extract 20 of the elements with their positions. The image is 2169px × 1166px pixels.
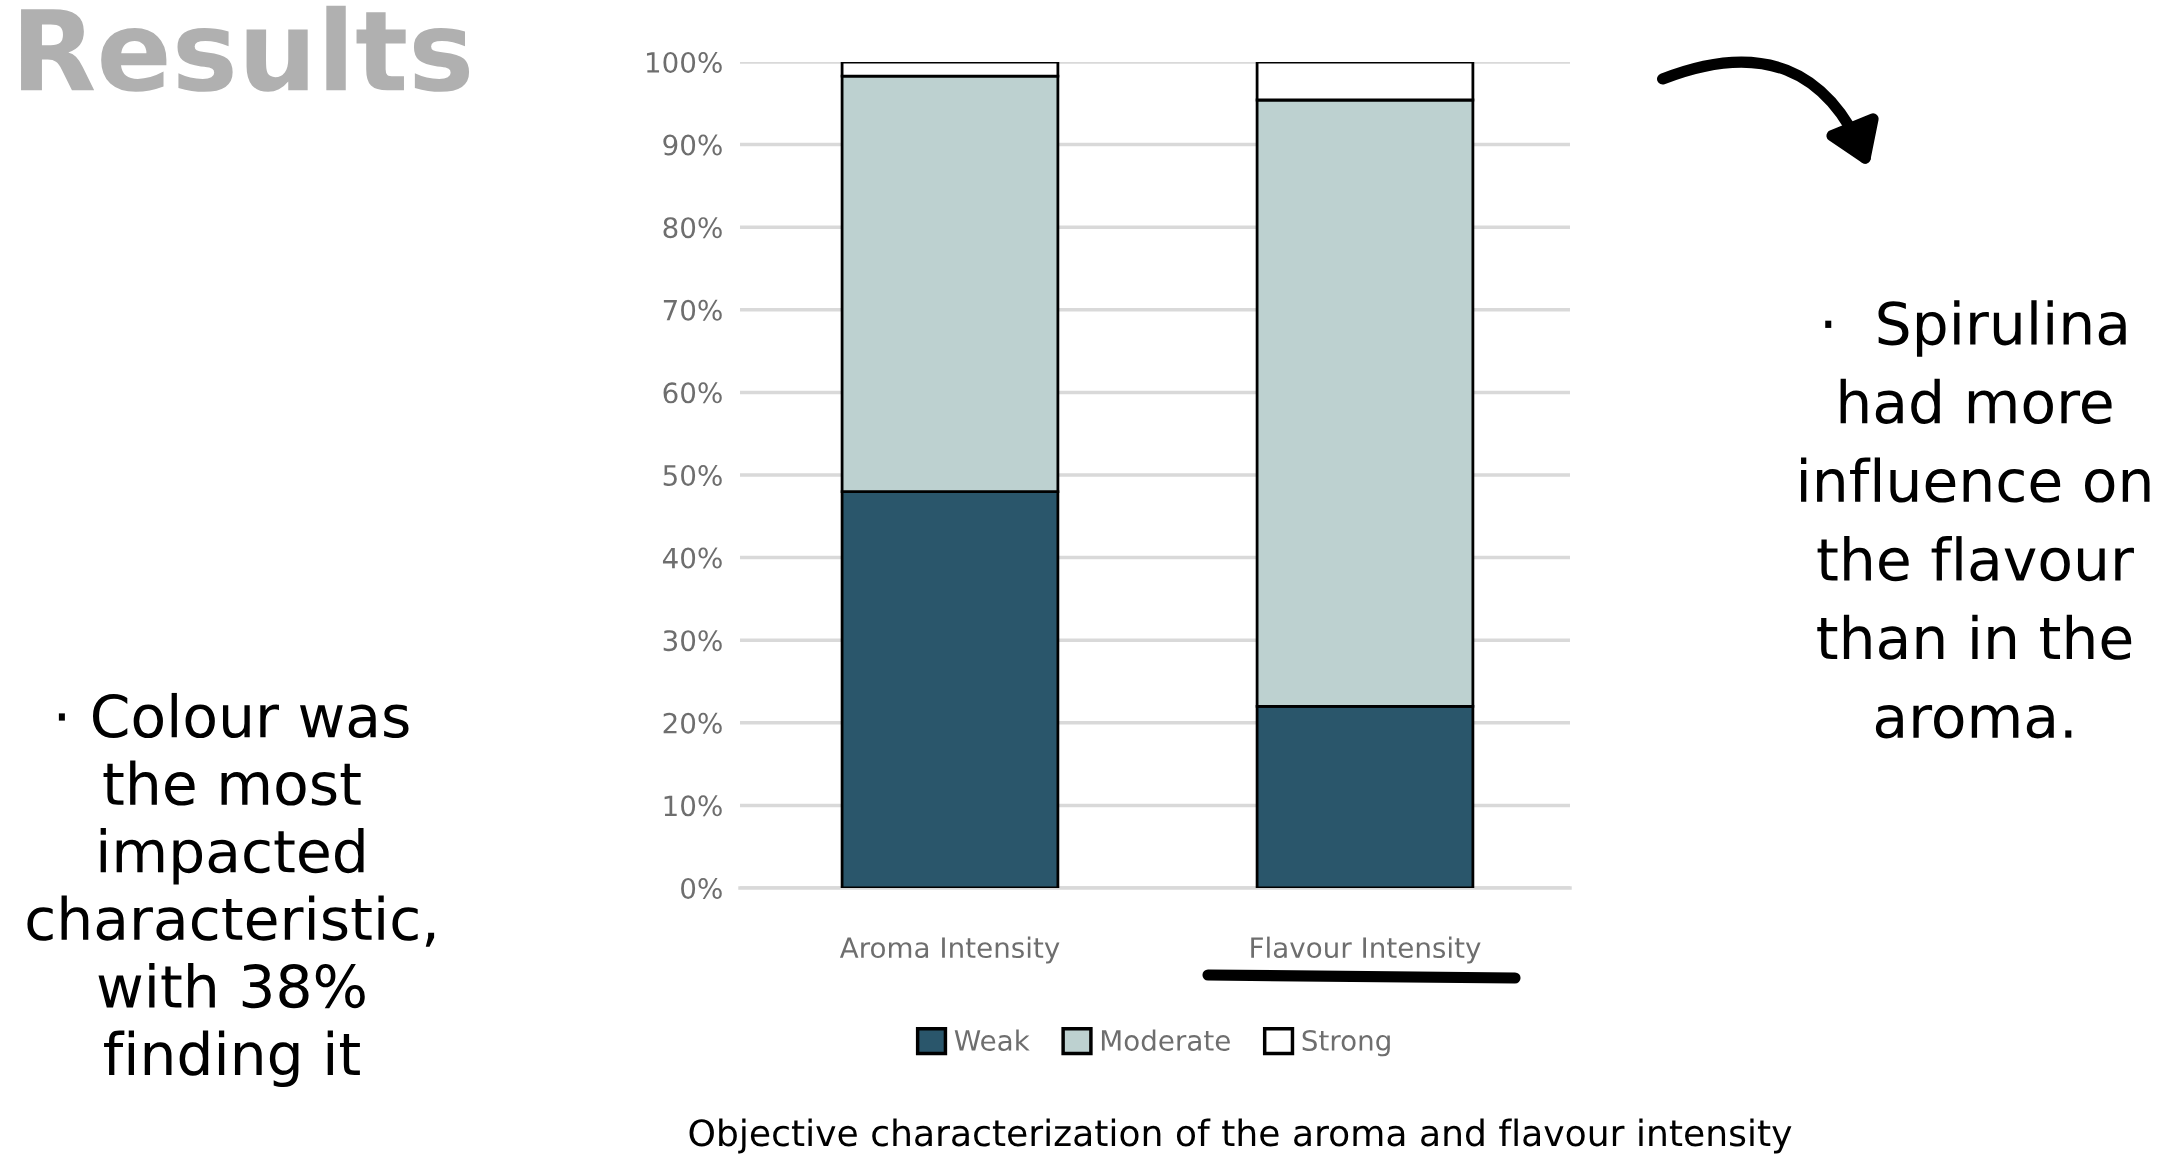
x-tick-label: Flavour Intensity <box>1251 936 1481 964</box>
y-tick-label: 70% <box>663 299 722 321</box>
y-tick-label: 40% <box>662 547 722 569</box>
y-tick-label: 90% <box>663 134 722 156</box>
y-tick-label: 100% <box>646 51 722 73</box>
y-tick-label: 50% <box>663 464 722 486</box>
y-tick-label: 20% <box>663 712 722 734</box>
chart-title: Results <box>21 5 470 92</box>
text: Objective characterization of the aroma and flavour intensity <box>689 1118 1792 1154</box>
text: · Colour was the most impacted characteristic, with 38% finding it <box>27 692 435 1088</box>
x-tick-label: Aroma Intensity <box>839 936 1060 964</box>
y-tick-label: 30% <box>663 630 722 652</box>
y-tick-label: 60% <box>663 382 722 404</box>
y-tick-label: 80% <box>663 217 722 239</box>
legend-label: Moderate <box>1101 1029 1230 1051</box>
legend-label: Strong <box>1302 1029 1390 1057</box>
y-tick-label: 10% <box>664 795 722 817</box>
legend-label: Weak <box>954 1029 1030 1051</box>
y-tick-label: 0% <box>681 877 722 899</box>
text: · Spirulina had more influence on the flavour than in the aroma. <box>1801 300 2150 739</box>
